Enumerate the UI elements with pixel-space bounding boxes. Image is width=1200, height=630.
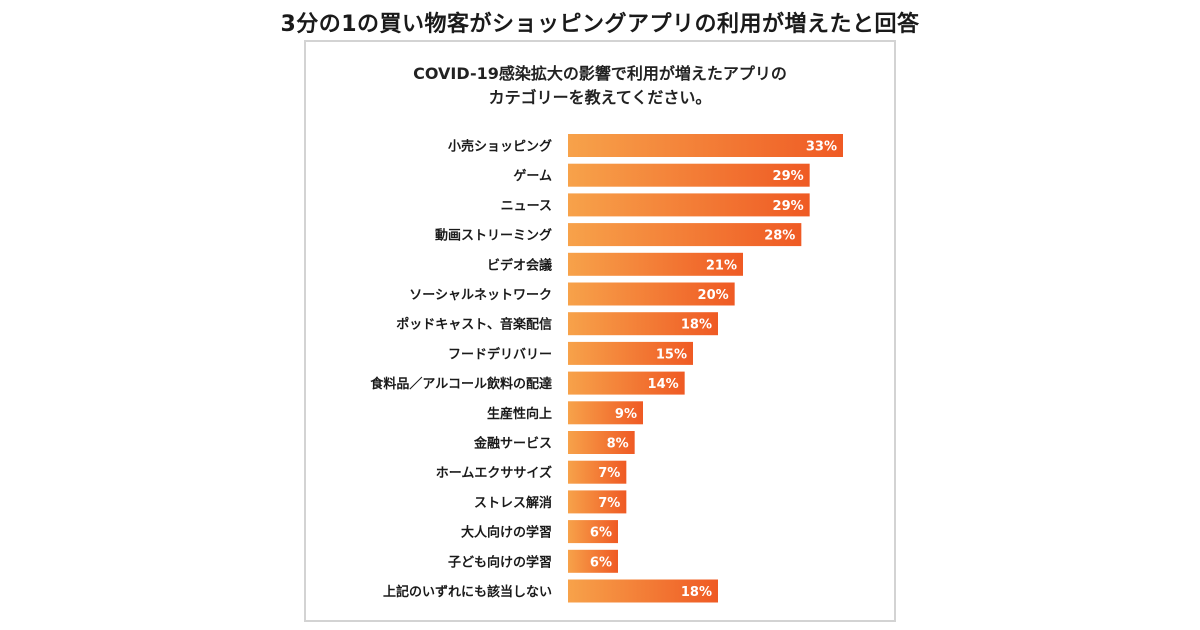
bar — [568, 252, 743, 276]
bar-value-label: 9% — [615, 407, 637, 422]
bar-value-label: 18% — [681, 585, 712, 600]
chart-title-line2: カテゴリーを教えてください。 — [488, 88, 712, 107]
category-label: ニュース — [501, 199, 552, 214]
bar — [568, 401, 643, 425]
category-label: ゲーム — [513, 168, 552, 184]
bar — [568, 549, 618, 573]
category-label: ポッドキャスト、音楽配信 — [396, 317, 552, 333]
bar-value-label: 18% — [681, 318, 712, 333]
bar — [568, 134, 843, 157]
category-label: ストレス解消 — [474, 495, 552, 511]
bar — [568, 193, 810, 217]
chart-frame: COVID-19感染拡大の影響で利用が増えたアプリの カテゴリーを教えてください… — [304, 40, 896, 622]
bar — [568, 341, 693, 365]
headline: 3分の1の買い物客がショッピングアプリの利用が増えたと回答 — [280, 12, 920, 37]
bar — [568, 431, 635, 454]
bar-value-label: 15% — [656, 347, 687, 362]
category-label: 大人向けの学習 — [461, 525, 552, 541]
category-label: 上記のいずれにも該当しない — [383, 584, 552, 600]
bar — [568, 579, 718, 603]
bar-value-label: 6% — [590, 555, 612, 570]
category-label: 金融サービス — [473, 436, 552, 452]
category-label: 食料品／アルコール飲料の配達 — [370, 376, 552, 392]
bar — [568, 371, 685, 395]
category-label: ソーシャルネットワーク — [409, 288, 552, 303]
bar-value-label: 29% — [773, 169, 804, 184]
category-label: 子ども向けの学習 — [448, 554, 552, 570]
bar — [568, 312, 718, 336]
bar — [568, 282, 735, 306]
bar — [568, 490, 627, 514]
bar-value-label: 7% — [598, 466, 620, 481]
bar — [568, 460, 627, 484]
bar-chart: 小売ショッピング 33% ゲーム 29% ニュース 29% 動画ストリーミング 28% ビデオ会… — [370, 134, 843, 603]
bar-value-label: 14% — [648, 377, 679, 392]
bar — [568, 520, 618, 544]
bar-value-label: 8% — [607, 437, 629, 452]
category-label: 生産性向上 — [487, 406, 552, 422]
bar — [568, 223, 802, 247]
category-label: 小売ショッピング — [448, 139, 552, 155]
bar-value-label: 20% — [698, 288, 729, 303]
category-label: フードデリバリー — [448, 346, 552, 362]
category-label: ホームエクササイズ — [436, 465, 552, 481]
bar-value-label: 6% — [590, 526, 612, 541]
category-label: 動画ストリーミング — [435, 228, 552, 244]
bar — [568, 163, 810, 187]
bar-value-label: 7% — [598, 496, 620, 511]
bar-value-label: 33% — [806, 140, 837, 155]
category-label: ビデオ会議 — [487, 257, 552, 273]
bar-value-label: 29% — [773, 199, 804, 214]
bar-value-label: 28% — [764, 229, 795, 244]
chart-title-line1: COVID-19感染拡大の影響で利用が増えたアプリの — [413, 64, 787, 83]
bar-value-label: 21% — [706, 258, 737, 273]
